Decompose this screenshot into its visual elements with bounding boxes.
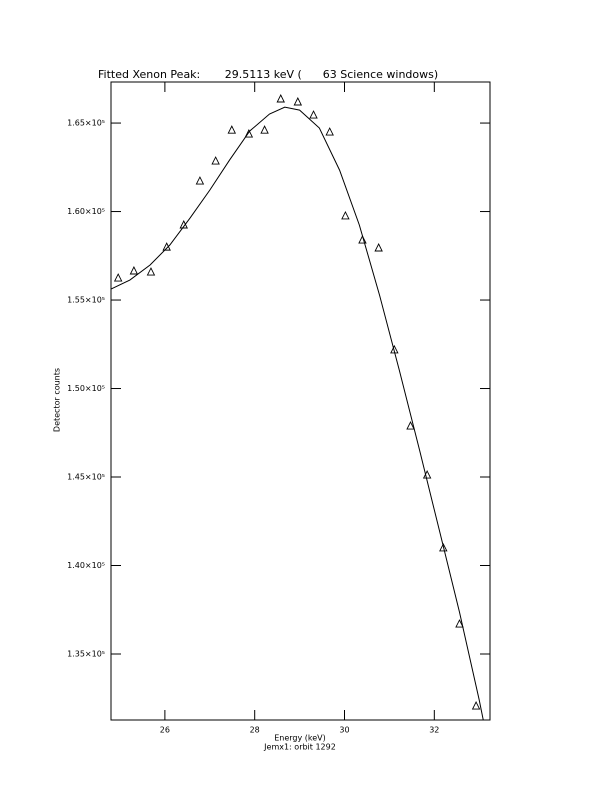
data-point — [374, 242, 383, 252]
data-point — [129, 266, 139, 275]
y-tick-label: 1.60×10⁵ — [67, 207, 105, 216]
chart-title: Fitted Xenon Peak: 29.5113 keV ( 63 Scie… — [98, 68, 438, 81]
fit-line — [110, 106, 484, 721]
x-axis-label: Energy (keV) — [274, 734, 326, 743]
subtitle: Jemx1: orbit 1292 — [263, 743, 336, 752]
data-point — [422, 470, 432, 479]
data-point — [162, 242, 171, 251]
data-point — [146, 267, 156, 276]
data-point — [341, 210, 350, 220]
y-tick-label: 1.40×10⁵ — [67, 561, 105, 570]
data-point — [358, 235, 367, 244]
data-point — [211, 156, 220, 165]
y-axis-label: Detector counts — [53, 368, 62, 432]
data-point — [309, 110, 318, 119]
data-point — [276, 93, 285, 103]
data-point — [406, 421, 415, 430]
x-tick-label: 26 — [160, 726, 170, 735]
data-point — [260, 125, 269, 134]
data-point — [390, 344, 399, 354]
data-point — [471, 701, 481, 710]
data-point — [455, 619, 464, 628]
plot-frame — [110, 81, 491, 721]
x-tick-label: 30 — [339, 726, 349, 735]
data-point — [439, 542, 448, 552]
y-tick-label: 1.45×10⁵ — [67, 473, 105, 482]
x-tick-label: 32 — [429, 726, 439, 735]
data-point — [179, 219, 188, 229]
data-point — [244, 129, 254, 138]
y-tick-label: 1.65×10⁵ — [67, 119, 105, 128]
data-point — [227, 125, 237, 134]
data-point — [195, 176, 205, 185]
data-point — [325, 127, 334, 136]
y-tick-label: 1.35×10⁵ — [67, 649, 105, 658]
x-tick-label: 28 — [250, 726, 260, 735]
data-point — [113, 273, 123, 282]
y-tick-label: 1.55×10⁵ — [67, 296, 105, 305]
y-tick-label: 1.50×10⁵ — [67, 384, 105, 393]
data-point — [293, 96, 303, 106]
